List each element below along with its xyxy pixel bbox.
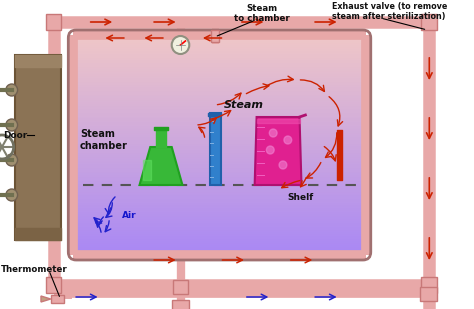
Bar <box>172 300 189 309</box>
Text: Exhaust valve (to remove
steam after sterilization): Exhaust valve (to remove steam after ste… <box>332 2 447 21</box>
Bar <box>51 295 64 303</box>
Text: Steam
to chamber: Steam to chamber <box>234 4 289 23</box>
Bar <box>46 14 62 30</box>
Circle shape <box>266 146 274 154</box>
Text: Steam
chamber: Steam chamber <box>80 129 128 151</box>
Circle shape <box>6 189 18 201</box>
Bar <box>421 277 437 293</box>
Circle shape <box>269 129 277 137</box>
Bar <box>210 113 220 185</box>
Bar <box>421 14 437 30</box>
Bar <box>15 55 62 240</box>
Polygon shape <box>41 296 51 302</box>
Bar <box>419 287 437 301</box>
Circle shape <box>6 84 18 96</box>
Polygon shape <box>255 117 301 185</box>
Text: Thermometer: Thermometer <box>1 265 68 274</box>
Circle shape <box>6 119 18 131</box>
Circle shape <box>172 36 189 54</box>
Text: Air: Air <box>122 210 137 219</box>
Circle shape <box>279 161 287 169</box>
Bar <box>173 280 188 294</box>
Bar <box>211 30 219 42</box>
Circle shape <box>6 154 18 166</box>
Bar <box>46 277 62 293</box>
Circle shape <box>284 136 292 144</box>
Text: Shelf: Shelf <box>288 193 314 202</box>
Text: Door: Door <box>3 130 27 139</box>
Text: Steam: Steam <box>224 100 264 110</box>
Polygon shape <box>139 147 182 185</box>
